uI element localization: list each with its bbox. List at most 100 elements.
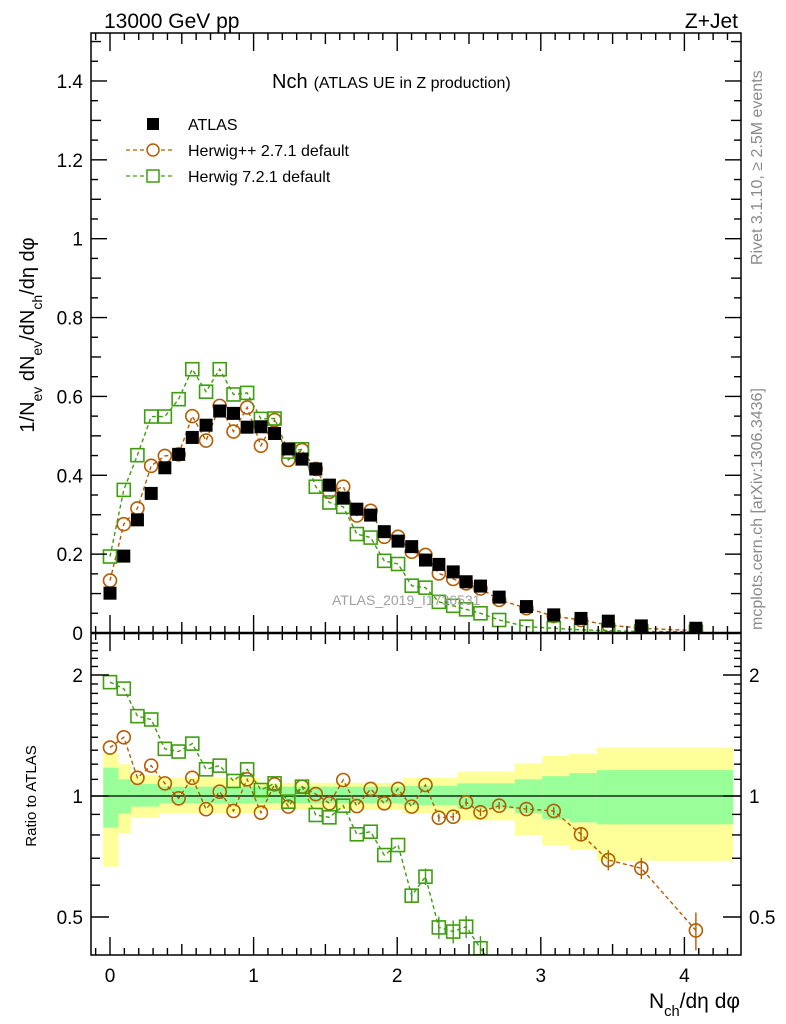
x-tick-label: 1 <box>248 966 259 987</box>
data-point <box>213 404 227 418</box>
y-tick-label: 0.6 <box>57 387 83 408</box>
data-point <box>198 801 214 817</box>
data-point <box>212 784 228 799</box>
series-line <box>109 681 486 955</box>
data-point <box>212 758 228 773</box>
data-point <box>391 534 405 548</box>
data-point <box>184 361 200 377</box>
data-point <box>458 794 474 810</box>
data-point <box>144 486 158 500</box>
data-point <box>519 600 533 614</box>
data-point <box>601 614 615 628</box>
data-point <box>350 502 364 516</box>
data-point <box>130 513 144 527</box>
x-tick-label: 0 <box>105 966 116 987</box>
stat-uncertainty-band <box>103 767 119 828</box>
data-point <box>116 482 132 498</box>
data-point <box>405 540 419 554</box>
analysis-watermark: ATLAS_2019_I1736531 <box>332 592 481 608</box>
data-point <box>431 594 447 610</box>
data-point <box>322 478 336 492</box>
y-tick-label: 0.4 <box>57 466 84 487</box>
data-point <box>102 740 118 755</box>
ratio-y-tick-label: 0.5 <box>57 908 83 929</box>
y-tick-label: 1 <box>72 230 83 251</box>
data-point <box>130 770 145 786</box>
legend-label-herwigpp: Herwig++ 2.7.1 default <box>188 143 350 160</box>
data-point <box>267 411 282 426</box>
data-point <box>431 920 447 935</box>
plot-title: Nch (ATLAS UE in Z production) <box>272 71 511 93</box>
y-tick-label: 0 <box>72 624 83 645</box>
data-point <box>458 919 474 934</box>
data-point <box>240 420 254 434</box>
data-point <box>116 516 132 532</box>
data-point <box>573 826 589 842</box>
data-point <box>458 602 474 617</box>
data-point <box>574 611 588 625</box>
data-point <box>130 447 145 463</box>
data-point <box>492 590 506 604</box>
data-point <box>363 824 378 840</box>
data-point <box>390 837 406 853</box>
data-point <box>349 826 365 842</box>
data-point <box>377 525 391 539</box>
plot-frame <box>90 32 742 956</box>
data-point <box>198 762 214 777</box>
y-tick-label: 0.2 <box>57 545 83 566</box>
stat-uncertainty-band <box>569 773 597 823</box>
ratio-y-tick-label: 1 <box>72 787 83 808</box>
data-point <box>171 744 186 759</box>
data-point <box>491 612 507 628</box>
data-point <box>102 549 118 564</box>
ratio-y-tick-label: 1 <box>749 787 760 808</box>
data-point <box>432 557 446 571</box>
stat-uncertainty-band <box>542 776 570 820</box>
data-point <box>267 776 282 791</box>
data-point <box>349 526 365 542</box>
x-tick-label: 3 <box>536 966 547 987</box>
ratio-y-axis-label: Ratio to ATLAS <box>23 745 40 846</box>
data-point <box>157 409 173 424</box>
legend-marker-herwig7 <box>146 169 160 183</box>
data-point <box>519 619 534 633</box>
data-point <box>473 804 488 820</box>
data-point <box>519 801 534 817</box>
data-point <box>294 779 310 794</box>
data-point <box>226 773 241 789</box>
stat-uncertainty-band <box>596 770 734 825</box>
legend-marker-atlas <box>147 118 159 130</box>
data-point <box>239 400 255 415</box>
data-point <box>335 772 351 788</box>
data-point <box>158 461 172 475</box>
data-point <box>226 424 241 439</box>
data-point <box>198 384 214 399</box>
data-point <box>418 580 433 595</box>
data-point <box>390 781 406 797</box>
data-point <box>546 803 562 819</box>
ratio-y-tick-label: 2 <box>749 666 760 687</box>
data-point <box>418 869 433 884</box>
data-point <box>634 860 649 876</box>
data-point <box>473 579 487 593</box>
data-point <box>600 852 616 868</box>
data-point <box>116 729 132 745</box>
data-point <box>226 803 241 819</box>
data-point <box>268 426 282 440</box>
data-point <box>184 408 200 424</box>
ratio-plot-data <box>102 674 704 955</box>
series-line <box>109 367 696 633</box>
plot-subtitle: (ATLAS UE in Z production) <box>314 75 511 92</box>
data-point <box>390 556 406 572</box>
data-point <box>117 549 131 563</box>
ratio-y-tick-label: 0.5 <box>749 908 775 929</box>
data-point <box>198 433 214 448</box>
data-point <box>689 621 703 633</box>
data-point <box>322 810 337 825</box>
data-point <box>546 620 562 633</box>
x-tick-label: 4 <box>679 966 690 987</box>
header-process: Z+Jet <box>685 10 738 33</box>
x-tick-label: 2 <box>392 966 403 987</box>
data-point <box>254 420 268 434</box>
